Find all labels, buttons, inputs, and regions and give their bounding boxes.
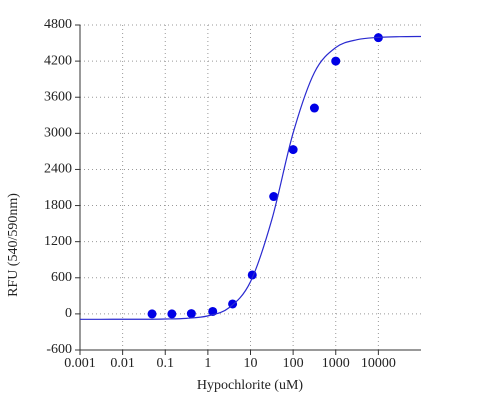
data-point	[147, 309, 157, 319]
y-axis-label: RFU (540/590nm)	[6, 193, 21, 297]
y-tick-label: 3600	[44, 89, 72, 104]
x-tick-label: 1000	[322, 356, 350, 371]
x-tick-label: 0.1	[157, 356, 175, 371]
y-tick-label: 4800	[44, 17, 72, 32]
y-tick-label: 600	[51, 270, 72, 285]
x-tick-label: 0.001	[64, 356, 96, 371]
y-tick-label: -600	[46, 342, 72, 357]
fit-curve	[79, 35, 422, 320]
x-axis-label: Hypochlorite (uM)	[197, 378, 303, 393]
y-tick-label: 1200	[44, 234, 72, 249]
y-tick-label: 1800	[44, 198, 72, 213]
data-point	[167, 309, 177, 319]
data-point	[269, 192, 279, 202]
y-tick-label: 0	[65, 306, 72, 321]
data-point	[288, 145, 298, 155]
y-tick-label: 4200	[44, 53, 72, 68]
x-tick-label: 100	[283, 356, 304, 371]
x-tick-label: 10000	[361, 356, 396, 371]
y-tick-label: 3000	[44, 126, 72, 141]
x-tick-label: 0.01	[110, 356, 135, 371]
data-point	[331, 56, 341, 66]
y-tick-label: 2400	[44, 162, 72, 177]
data-point	[309, 103, 319, 113]
data-point	[186, 309, 196, 319]
x-tick-label: 1	[204, 356, 211, 371]
x-tick-label: 10	[244, 356, 258, 371]
